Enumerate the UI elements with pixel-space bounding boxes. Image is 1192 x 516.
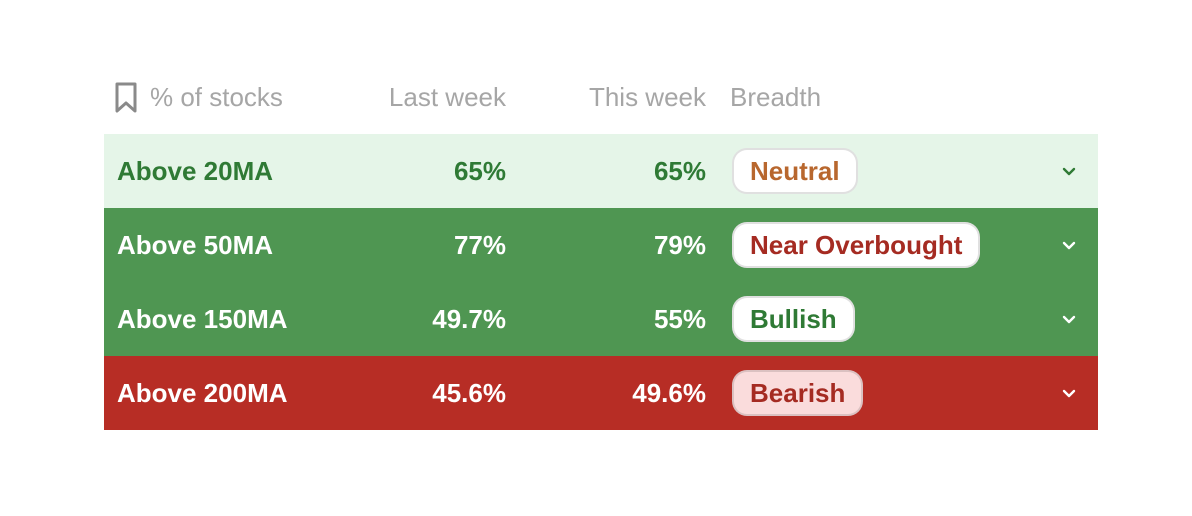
row-name: Above 50MA [117,230,274,260]
breadth-table: % of stocks Last week This week Breadth … [104,66,1098,430]
table-body: Above 20MA 65% 65% Neutral Above 50MA 77… [104,134,1098,430]
row-this-week: 79% [653,230,706,260]
chevron-down-icon[interactable] [1060,162,1078,180]
header-this-week: This week [588,82,706,112]
bookmark-icon[interactable] [114,82,138,114]
breadth-badge: Bearish [732,370,864,416]
row-last-week: 65% [453,156,506,186]
breadth-badge: Bullish [732,296,855,342]
table-row[interactable]: Above 50MA 77% 79% Near Overbought [104,208,1098,282]
table-header: % of stocks Last week This week Breadth [104,66,1098,134]
row-name: Above 150MA [117,304,288,334]
header-breadth: Breadth [730,82,822,112]
row-last-week: 45.6% [432,378,506,408]
breadth-badge: Near Overbought [732,222,981,268]
table-row[interactable]: Above 150MA 49.7% 55% Bullish [104,282,1098,356]
chevron-down-icon[interactable] [1060,310,1078,328]
breadth-badge: Neutral [732,148,858,194]
row-this-week: 55% [653,304,706,334]
table-row[interactable]: Above 200MA 45.6% 49.6% Bearish [104,356,1098,430]
row-last-week: 49.7% [432,304,506,334]
table-row[interactable]: Above 20MA 65% 65% Neutral [104,134,1098,208]
row-name: Above 20MA [117,156,274,186]
header-pct-of-stocks: % of stocks [150,82,283,112]
row-this-week: 49.6% [632,378,706,408]
row-name: Above 200MA [117,378,288,408]
chevron-down-icon[interactable] [1060,384,1078,402]
row-this-week: 65% [653,156,706,186]
header-last-week: Last week [388,82,506,112]
row-last-week: 77% [453,230,506,260]
chevron-down-icon[interactable] [1060,236,1078,254]
